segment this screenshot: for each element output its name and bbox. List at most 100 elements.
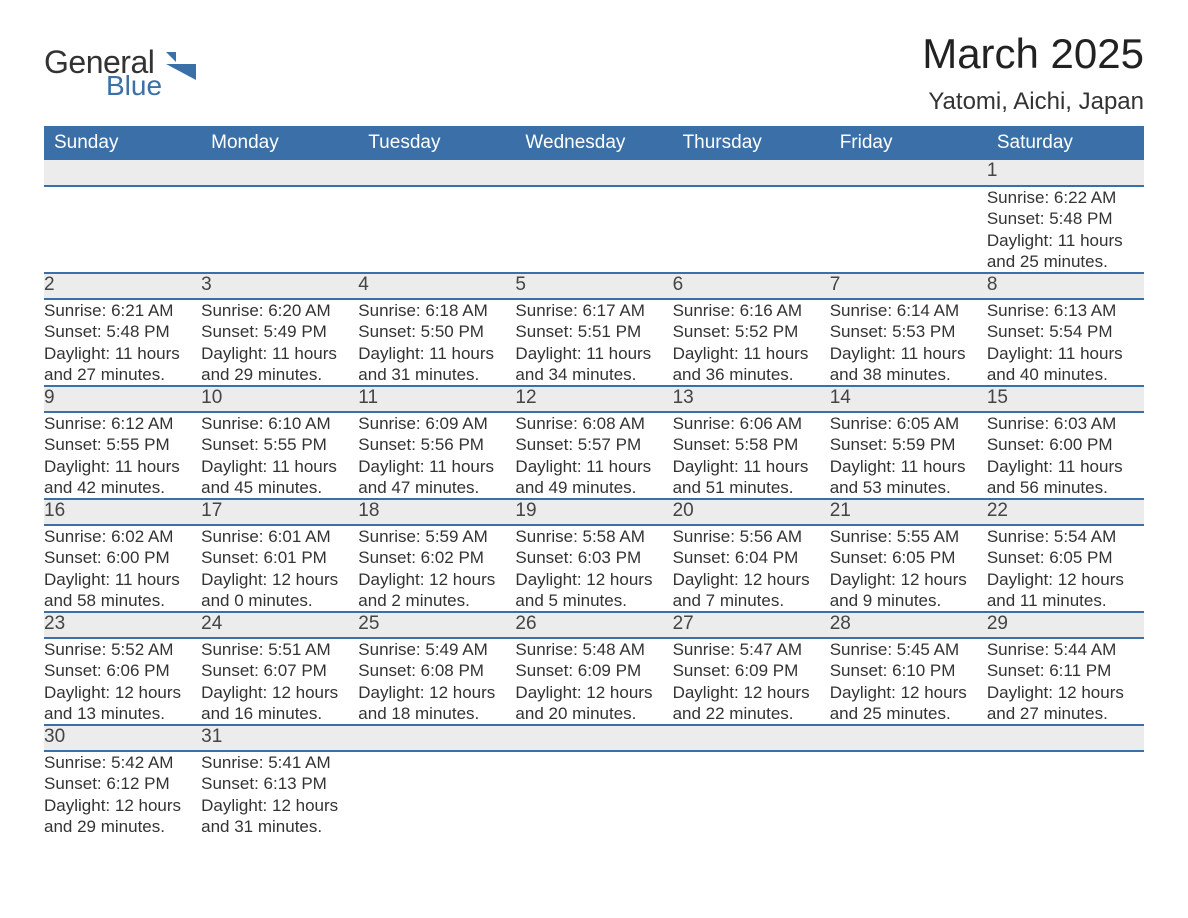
day-sunrise: Sunrise: 5:41 AM [201, 752, 358, 773]
day-daylight2: and 2 minutes. [358, 590, 515, 611]
day-daylight1: Daylight: 12 hours [987, 569, 1144, 590]
day-number-cell: 15 [987, 386, 1144, 412]
day-number-cell: 5 [515, 273, 672, 299]
day-sunset: Sunset: 5:59 PM [830, 434, 987, 455]
day-daylight1: Daylight: 11 hours [358, 456, 515, 477]
day-sunset: Sunset: 6:05 PM [830, 547, 987, 568]
day-daylight2: and 38 minutes. [830, 364, 987, 385]
day-sunrise: Sunrise: 5:42 AM [44, 752, 201, 773]
day-number-cell: 29 [987, 612, 1144, 638]
day-detail-cell [358, 751, 515, 837]
day-detail-cell: Sunrise: 5:52 AMSunset: 6:06 PMDaylight:… [44, 638, 201, 725]
day-daylight1: Daylight: 12 hours [830, 682, 987, 703]
day-number-cell: 14 [830, 386, 987, 412]
day-detail-cell [358, 186, 515, 273]
day-number-cell: 20 [673, 499, 830, 525]
day-daylight1: Daylight: 12 hours [830, 569, 987, 590]
day-sunset: Sunset: 6:00 PM [44, 547, 201, 568]
daynum-row: 16171819202122 [44, 499, 1144, 525]
day-sunrise: Sunrise: 6:08 AM [515, 413, 672, 434]
day-daylight2: and 27 minutes. [44, 364, 201, 385]
page-title: March 2025 [922, 30, 1144, 78]
day-daylight1: Daylight: 12 hours [201, 682, 358, 703]
day-number-cell: 7 [830, 273, 987, 299]
day-detail-cell [44, 186, 201, 273]
day-detail-cell [830, 751, 987, 837]
day-daylight1: Daylight: 12 hours [515, 682, 672, 703]
day-daylight1: Daylight: 11 hours [987, 456, 1144, 477]
daynum-row: 9101112131415 [44, 386, 1144, 412]
day-number-cell: 17 [201, 499, 358, 525]
day-number-cell [515, 725, 672, 751]
day-detail-cell: Sunrise: 5:59 AMSunset: 6:02 PMDaylight:… [358, 525, 515, 612]
day-detail-cell [987, 751, 1144, 837]
day-detail-cell: Sunrise: 5:44 AMSunset: 6:11 PMDaylight:… [987, 638, 1144, 725]
day-number-cell: 3 [201, 273, 358, 299]
day-daylight1: Daylight: 11 hours [673, 343, 830, 364]
day-number-cell: 25 [358, 612, 515, 638]
day-daylight2: and 56 minutes. [987, 477, 1144, 498]
day-number-cell: 21 [830, 499, 987, 525]
day-daylight2: and 27 minutes. [987, 703, 1144, 724]
day-sunset: Sunset: 5:53 PM [830, 321, 987, 342]
day-sunrise: Sunrise: 6:10 AM [201, 413, 358, 434]
day-detail-cell: Sunrise: 6:14 AMSunset: 5:53 PMDaylight:… [830, 299, 987, 386]
day-number-cell: 27 [673, 612, 830, 638]
day-sunset: Sunset: 5:52 PM [673, 321, 830, 342]
day-daylight1: Daylight: 11 hours [201, 456, 358, 477]
day-daylight1: Daylight: 12 hours [673, 569, 830, 590]
day-detail-cell: Sunrise: 6:20 AMSunset: 5:49 PMDaylight:… [201, 299, 358, 386]
day-sunrise: Sunrise: 6:05 AM [830, 413, 987, 434]
day-daylight2: and 31 minutes. [358, 364, 515, 385]
day-daylight1: Daylight: 12 hours [201, 569, 358, 590]
day-daylight2: and 13 minutes. [44, 703, 201, 724]
day-detail-cell: Sunrise: 6:21 AMSunset: 5:48 PMDaylight:… [44, 299, 201, 386]
weekday-header: Sunday [44, 126, 201, 160]
day-daylight2: and 36 minutes. [673, 364, 830, 385]
day-sunrise: Sunrise: 5:45 AM [830, 639, 987, 660]
day-number-cell [515, 160, 672, 186]
day-daylight1: Daylight: 11 hours [987, 230, 1144, 251]
detail-row: Sunrise: 5:42 AMSunset: 6:12 PMDaylight:… [44, 751, 1144, 837]
day-sunrise: Sunrise: 6:14 AM [830, 300, 987, 321]
day-detail-cell: Sunrise: 6:16 AMSunset: 5:52 PMDaylight:… [673, 299, 830, 386]
day-daylight2: and 25 minutes. [830, 703, 987, 724]
day-daylight2: and 34 minutes. [515, 364, 672, 385]
day-daylight2: and 40 minutes. [987, 364, 1144, 385]
day-detail-cell: Sunrise: 5:41 AMSunset: 6:13 PMDaylight:… [201, 751, 358, 837]
day-sunrise: Sunrise: 5:54 AM [987, 526, 1144, 547]
daynum-row: 1 [44, 160, 1144, 186]
day-daylight2: and 18 minutes. [358, 703, 515, 724]
day-daylight2: and 29 minutes. [44, 816, 201, 837]
day-number-cell [830, 725, 987, 751]
day-number-cell [44, 160, 201, 186]
day-sunrise: Sunrise: 6:20 AM [201, 300, 358, 321]
day-sunset: Sunset: 5:55 PM [44, 434, 201, 455]
day-number-cell: 28 [830, 612, 987, 638]
day-number-cell: 12 [515, 386, 672, 412]
day-detail-cell: Sunrise: 5:56 AMSunset: 6:04 PMDaylight:… [673, 525, 830, 612]
day-number-cell: 22 [987, 499, 1144, 525]
day-daylight1: Daylight: 11 hours [515, 456, 672, 477]
day-sunrise: Sunrise: 5:44 AM [987, 639, 1144, 660]
day-number-cell: 16 [44, 499, 201, 525]
day-sunrise: Sunrise: 5:59 AM [358, 526, 515, 547]
day-number-cell: 8 [987, 273, 1144, 299]
day-sunset: Sunset: 5:56 PM [358, 434, 515, 455]
day-number-cell [830, 160, 987, 186]
day-daylight1: Daylight: 11 hours [201, 343, 358, 364]
day-sunrise: Sunrise: 6:13 AM [987, 300, 1144, 321]
day-number-cell: 19 [515, 499, 672, 525]
day-number-cell [201, 160, 358, 186]
brand-name-bottom: Blue [106, 73, 162, 98]
detail-row: Sunrise: 6:12 AMSunset: 5:55 PMDaylight:… [44, 412, 1144, 499]
day-sunrise: Sunrise: 5:56 AM [673, 526, 830, 547]
daynum-row: 3031 [44, 725, 1144, 751]
day-sunrise: Sunrise: 6:21 AM [44, 300, 201, 321]
day-sunrise: Sunrise: 5:51 AM [201, 639, 358, 660]
day-daylight2: and 31 minutes. [201, 816, 358, 837]
day-sunrise: Sunrise: 6:06 AM [673, 413, 830, 434]
day-sunset: Sunset: 6:13 PM [201, 773, 358, 794]
day-daylight1: Daylight: 11 hours [830, 343, 987, 364]
day-sunset: Sunset: 6:03 PM [515, 547, 672, 568]
